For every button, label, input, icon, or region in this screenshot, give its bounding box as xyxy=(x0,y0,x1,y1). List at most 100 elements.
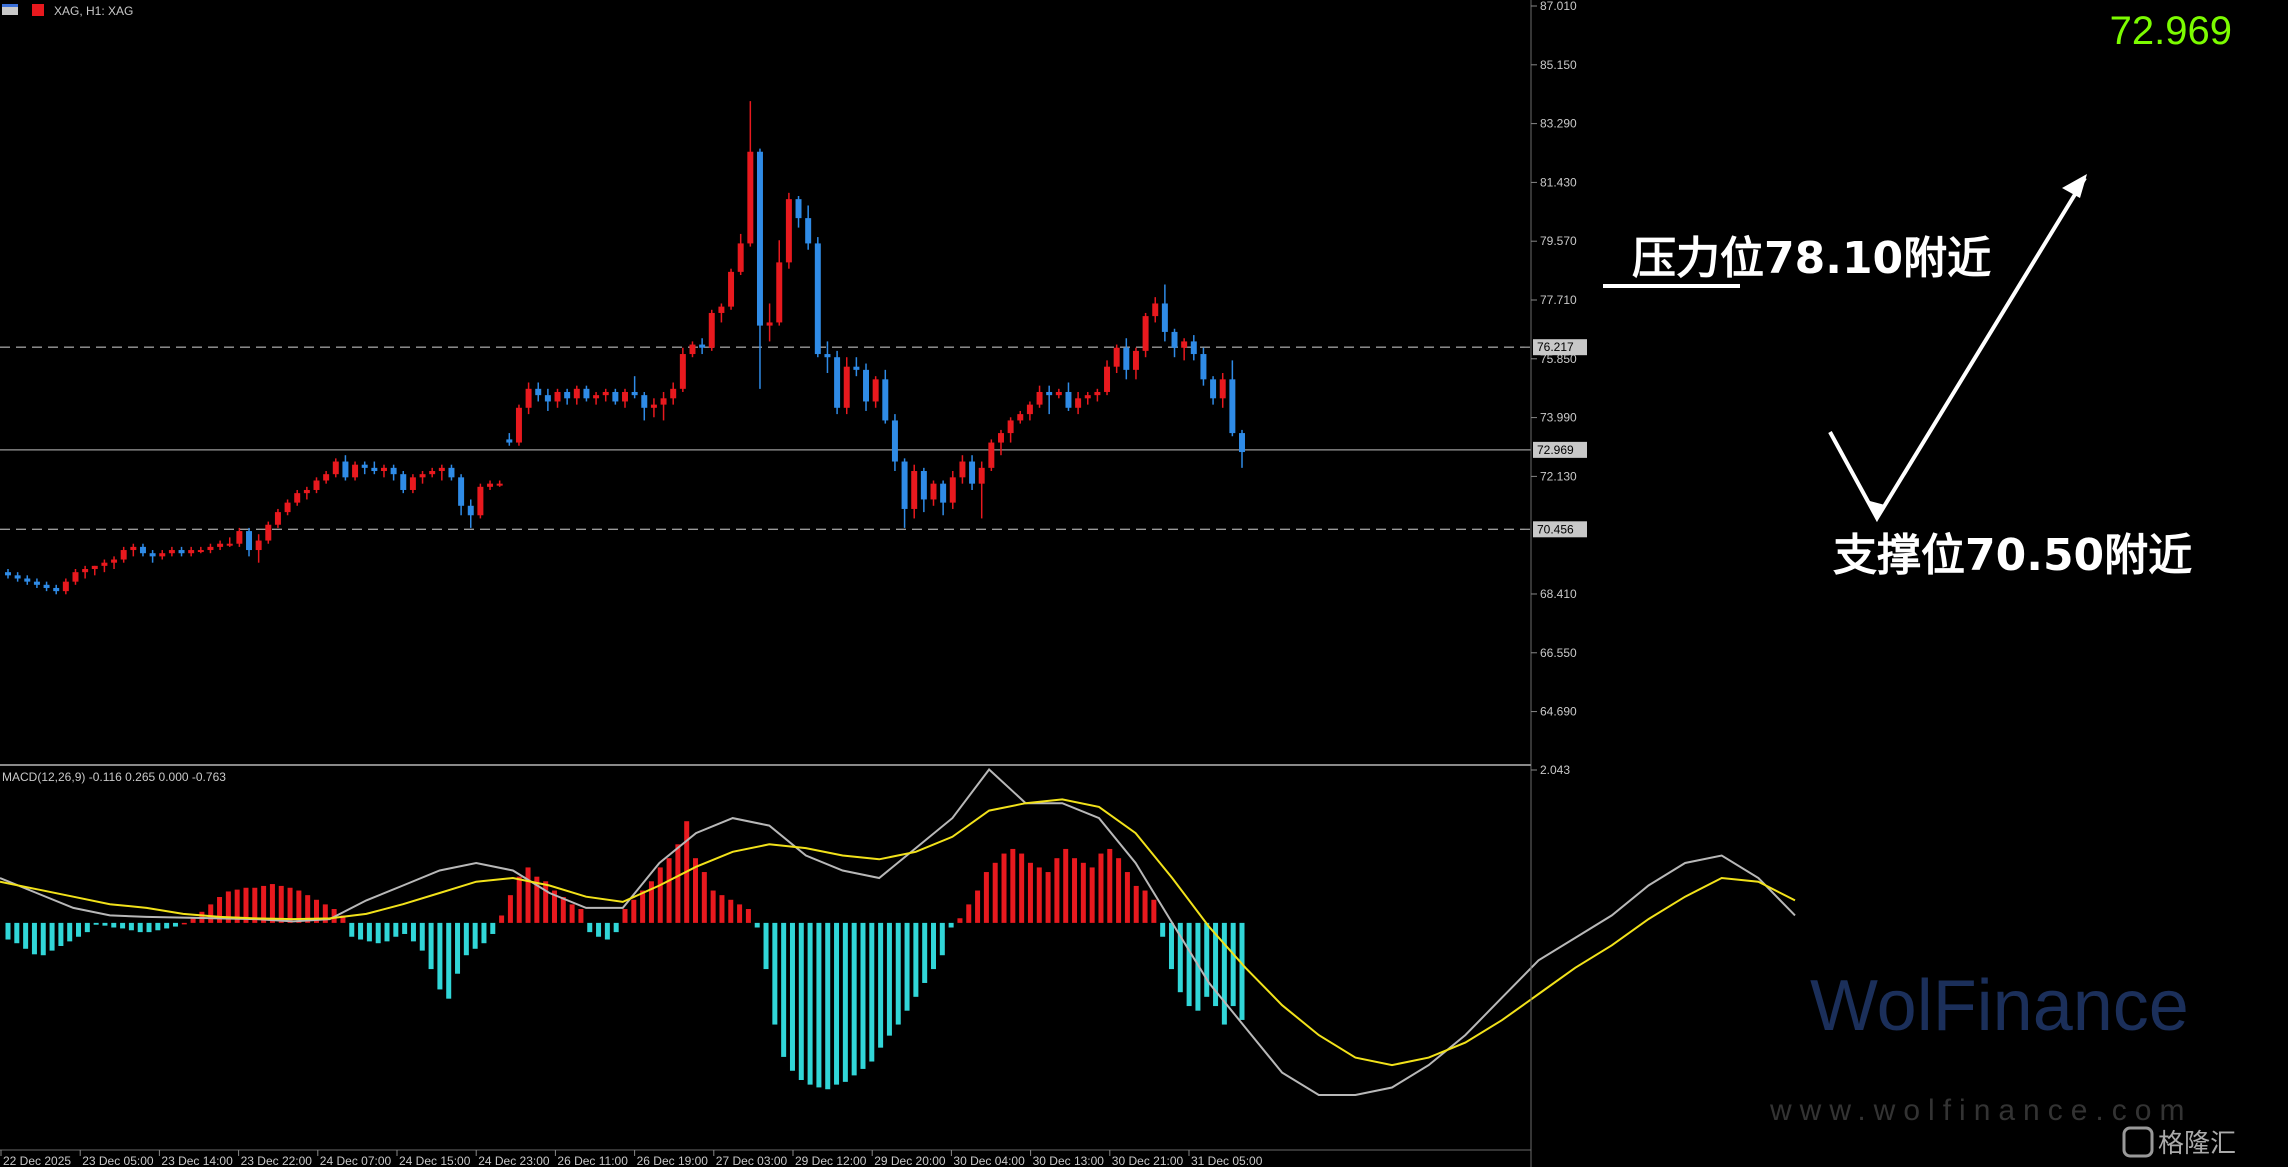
candle-body xyxy=(1017,414,1024,421)
candle-body xyxy=(737,243,744,272)
axes-layer: 87.010 85.150 83.290 81.430 79.570 77.710 75.8… xyxy=(0,0,1587,1167)
candle-body xyxy=(313,480,320,490)
macd-histogram-bar xyxy=(1133,885,1139,923)
candle-body xyxy=(1055,391,1062,396)
macd-histogram-bar xyxy=(481,922,487,944)
candle-body xyxy=(824,354,831,358)
macd-histogram-bar xyxy=(340,915,346,923)
corner-logo-text: 格隆汇 xyxy=(2158,1129,2236,1159)
candle-body xyxy=(1132,350,1139,370)
macd-histogram-bar xyxy=(657,867,663,923)
candle-body xyxy=(940,483,947,503)
candle-body xyxy=(853,366,860,370)
macd-histogram-bar xyxy=(789,922,795,1071)
macd-histogram-bar xyxy=(869,922,875,1062)
time-label: 30 Dec 21:00 xyxy=(1112,1154,1184,1167)
price-tick-label: 77.710 xyxy=(1540,293,1577,307)
candle-body xyxy=(1210,379,1217,399)
candle-body xyxy=(1142,316,1149,351)
macd-histogram-bar xyxy=(358,922,364,940)
macd-histogram-bar xyxy=(754,922,760,928)
candle-body xyxy=(1219,379,1226,399)
macd-histogram-bar xyxy=(631,899,637,923)
candle-body xyxy=(834,357,841,408)
grid-layer xyxy=(0,346,1531,530)
macd-histogram-bar xyxy=(40,922,46,956)
candle-body xyxy=(323,474,330,481)
candle-body xyxy=(1171,331,1178,348)
macd-histogram-bar xyxy=(1036,867,1042,923)
macd-histogram-bar xyxy=(375,922,381,944)
candle-body xyxy=(756,151,763,326)
macd-histogram-bar xyxy=(587,922,593,933)
time-label: 30 Dec 04:00 xyxy=(953,1154,1025,1167)
candle-body xyxy=(448,467,455,478)
candle-body xyxy=(274,512,281,525)
macd-histogram-bar xyxy=(1124,872,1130,923)
candle-body xyxy=(901,461,908,509)
time-label: 24 Dec 07:00 xyxy=(320,1154,392,1167)
macd-histogram-bar xyxy=(543,881,549,923)
time-label: 23 Dec 05:00 xyxy=(82,1154,154,1167)
resistance-annotation: 压力位78.10附近 xyxy=(1632,233,1991,284)
macd-histogram-bar xyxy=(1010,848,1016,923)
candle-body xyxy=(120,550,127,560)
macd-histogram-bar xyxy=(878,922,884,1048)
macd-histogram-bar xyxy=(939,922,945,956)
candle-body xyxy=(747,151,754,244)
macd-histogram-bar xyxy=(14,922,20,944)
forecast-arrowhead-down xyxy=(1866,500,1885,522)
price-tick-label: 79.570 xyxy=(1540,234,1577,248)
candle-body xyxy=(708,312,715,348)
time-label: 29 Dec 20:00 xyxy=(874,1154,946,1167)
macd-histogram-bar xyxy=(1019,853,1025,923)
candle-body xyxy=(544,395,551,402)
macd-histogram-bar xyxy=(719,895,725,923)
macd-histogram-bar xyxy=(31,922,37,955)
macd-histogram-bar xyxy=(1204,922,1210,997)
macd-histogram-bar xyxy=(410,922,416,942)
candle-body xyxy=(1200,354,1207,380)
macd-histogram-bar xyxy=(419,922,425,951)
time-label: 24 Dec 23:00 xyxy=(478,1154,550,1167)
macd-histogram-bar xyxy=(1080,862,1086,923)
candle-body xyxy=(303,489,310,494)
candle-body xyxy=(891,420,898,462)
macd-histogram-bar xyxy=(886,922,892,1036)
macd-histogram-bar xyxy=(604,922,610,940)
macd-histogram-bar xyxy=(666,858,672,923)
macd-histogram-bar xyxy=(560,897,566,923)
candle-body xyxy=(583,388,590,399)
macd-histogram-bar xyxy=(693,858,699,923)
macd-histogram-bar xyxy=(613,922,619,933)
macd-histogram-bar xyxy=(349,922,355,937)
candle-body xyxy=(699,344,706,348)
price-level-label: 70.456 xyxy=(1537,522,1574,536)
candle-body xyxy=(226,543,233,546)
macd-histogram-bar xyxy=(622,909,628,923)
candle-body xyxy=(554,391,561,402)
macd-histogram-bar xyxy=(578,909,584,923)
candle-body xyxy=(525,388,532,408)
macd-histogram-bar xyxy=(252,887,258,923)
time-label: 30 Dec 13:00 xyxy=(1033,1154,1105,1167)
macd-histogram-bar xyxy=(305,895,311,923)
candle-body xyxy=(197,550,204,553)
candle-body xyxy=(43,584,50,588)
price-level-label: 72.969 xyxy=(1537,443,1574,457)
macd-histogram-bar xyxy=(860,922,866,1069)
candle-body xyxy=(265,524,272,541)
candle-body xyxy=(371,467,378,472)
price-level-box xyxy=(1533,521,1587,538)
macd-histogram-bar xyxy=(146,922,152,933)
candle-body xyxy=(1181,341,1188,348)
candle-body xyxy=(602,391,609,396)
watermark-brand: WolFinance xyxy=(1810,966,2189,1046)
time-label: 23 Dec 22:00 xyxy=(241,1154,313,1167)
macd-histogram-bar xyxy=(490,922,496,934)
macd-histogram-bar xyxy=(67,922,73,942)
macd-histogram-bar xyxy=(922,922,928,983)
window-icon[interactable] xyxy=(2,4,18,15)
candle-body xyxy=(487,483,494,487)
candle-body xyxy=(969,461,976,484)
